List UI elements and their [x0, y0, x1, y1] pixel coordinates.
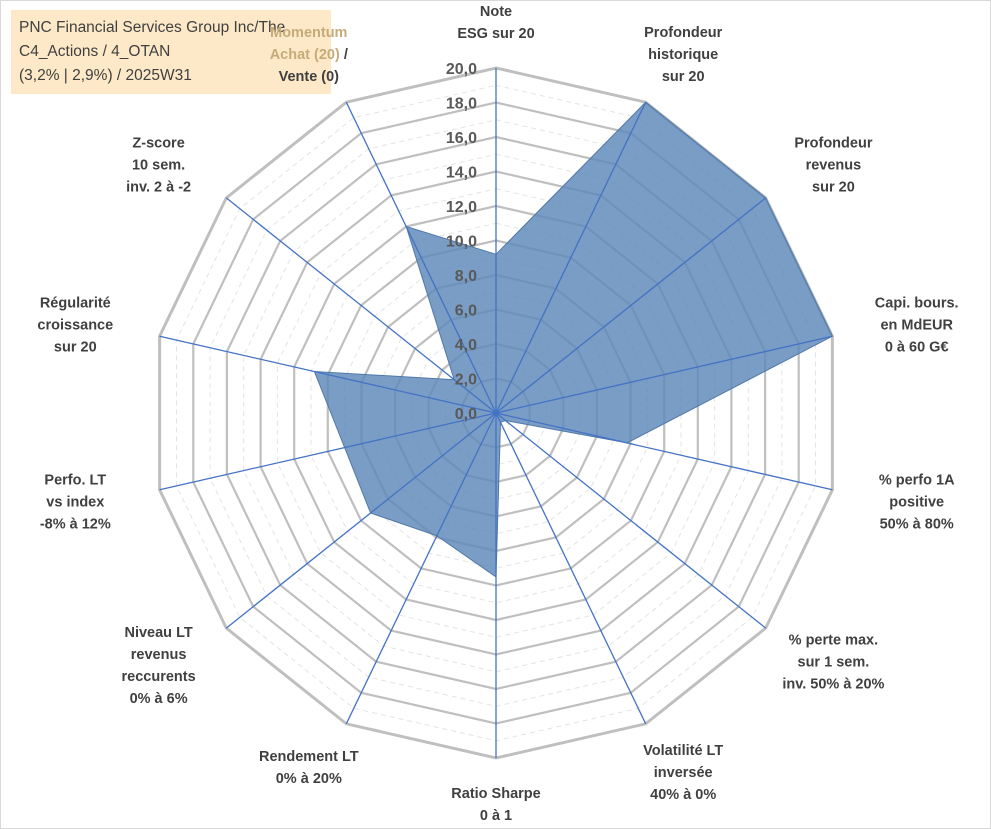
- category-label-line: Ratio Sharpe: [451, 786, 540, 802]
- category-label-line: vs index: [46, 495, 104, 511]
- category-label: Momentum Achat (20) / Vente (0): [270, 25, 348, 85]
- axis-spoke: [159, 412, 497, 491]
- category-label-line: % perte max.: [789, 633, 878, 649]
- category-label: Capi. bours. en MdEUR 0 à 60 G€: [875, 295, 959, 355]
- category-label: Profondeur revenus sur 20: [794, 136, 872, 196]
- axis-spoke: [495, 101, 647, 414]
- category-label: Profondeur historique sur 20: [644, 25, 722, 85]
- category-label-line: Profondeur: [794, 136, 872, 152]
- category-label-rest: /: [340, 47, 348, 63]
- radar-spokes: [159, 68, 833, 758]
- title-line-3: (3,2% | 2,9%) / 2025W31: [19, 67, 192, 84]
- tick-label: 16,0: [446, 130, 477, 147]
- category-label-line: 0 à 1: [480, 808, 512, 824]
- category-label-line: en MdEUR: [880, 317, 953, 333]
- grid-ring-minor: [276, 188, 716, 638]
- category-label-line: Z-score: [132, 136, 184, 152]
- category-label: Z-score 10 sem. inv. 2 à -2: [126, 136, 191, 196]
- tick-label: 18,0: [446, 96, 477, 113]
- category-label-highlight: Achat (20): [270, 47, 340, 63]
- series-area-polygon: [313, 101, 834, 578]
- category-label-line: -8% à 12%: [40, 517, 111, 533]
- category-label-line: Perfo. LT: [44, 473, 106, 489]
- title-line-1: PNC Financial Services Group Inc/The: [19, 19, 286, 36]
- category-label: % perfo 1A positive 50% à 80%: [879, 473, 955, 533]
- tick-label: 20,0: [446, 61, 477, 78]
- category-label-line: sur 1 sem.: [798, 655, 870, 671]
- radar-series-area: [313, 101, 834, 578]
- category-label: Note ESG sur 20: [457, 4, 534, 42]
- category-label-line: inversée: [654, 765, 713, 781]
- category-label-line: revenus: [131, 647, 187, 663]
- grid-ring-minor: [310, 222, 682, 604]
- tick-label: 8,0: [455, 268, 477, 285]
- axis-spoke: [495, 335, 833, 414]
- tick-label: 14,0: [446, 165, 477, 182]
- axis-spoke: [225, 197, 497, 414]
- category-label-line: inv. 2 à -2: [126, 180, 191, 196]
- category-label-line: Régularité: [40, 295, 111, 311]
- category-label-line: 0% à 6%: [130, 691, 188, 707]
- axis-spoke: [495, 197, 767, 414]
- category-label-line: 50% à 80%: [880, 517, 954, 533]
- category-label: Ratio Sharpe 0 à 1: [451, 786, 540, 824]
- category-label-line: reccurents: [122, 669, 196, 685]
- category-label: Régularité croissance sur 20: [37, 295, 113, 355]
- category-label: Rendement LT 0% à 20%: [259, 749, 359, 787]
- category-label-line: % perfo 1A: [879, 473, 955, 489]
- category-label-line: historique: [648, 47, 718, 63]
- category-label: Perfo. LT vs index -8% à 12%: [40, 473, 111, 533]
- category-label-line: ESG sur 20: [457, 26, 534, 42]
- category-label-line: 40% à 0%: [650, 787, 716, 803]
- category-label-line: 10 sem.: [132, 158, 185, 174]
- axis-spoke: [345, 412, 497, 725]
- tick-label: 0,0: [455, 406, 477, 423]
- category-label-line: Momentum: [270, 25, 347, 41]
- category-label-line: sur 20: [662, 69, 705, 85]
- category-label-line: Achat (20) /: [270, 47, 348, 63]
- title-line-2: C4_Actions / 4_OTAN: [19, 43, 171, 60]
- category-label-line: sur 20: [54, 339, 97, 355]
- category-label-line: 0 à 60 G€: [885, 339, 949, 355]
- category-label: Volatilité LT inversée 40% à 0%: [643, 743, 723, 803]
- category-label-highlight: Momentum: [270, 25, 347, 41]
- axis-spoke: [495, 412, 833, 491]
- category-label-line: croissance: [37, 317, 113, 333]
- tick-label: 6,0: [455, 303, 477, 320]
- category-label-line: revenus: [806, 158, 862, 174]
- axis-spoke: [345, 101, 497, 414]
- tick-label: 10,0: [446, 234, 477, 251]
- category-label-line: Profondeur: [644, 25, 722, 41]
- axis-spoke: [225, 412, 497, 629]
- category-label: % perte max. sur 1 sem. inv. 50% à 20%: [782, 633, 884, 693]
- axis-spoke: [495, 412, 767, 629]
- category-label-line: Niveau LT: [124, 625, 192, 641]
- tick-label: 2,0: [455, 372, 477, 389]
- axis-spoke: [495, 412, 647, 725]
- grid-ring-minor: [243, 153, 749, 673]
- category-label: Niveau LT revenus reccurents 0% à 6%: [122, 625, 196, 707]
- tick-label: 4,0: [455, 337, 477, 354]
- category-labels: Note ESG sur 20 Profondeur historique sur 20…: [37, 4, 958, 824]
- tick-label: 12,0: [446, 199, 477, 216]
- category-label-line: Rendement LT: [259, 749, 359, 765]
- category-label-line: 0% à 20%: [276, 771, 342, 787]
- category-label-line: sur 20: [812, 180, 855, 196]
- category-label-line: Note: [480, 4, 512, 20]
- chart-title-box: PNC Financial Services Group Inc/The C4_…: [11, 10, 331, 94]
- category-label-line: Vente (0): [279, 69, 340, 85]
- axis-spoke: [159, 335, 497, 414]
- category-label-line: inv. 50% à 20%: [782, 677, 884, 693]
- category-label-line: Capi. bours.: [875, 295, 959, 311]
- radial-tick-labels: 0,0 2,0 4,0 6,0 8,0 10,0 12,0 14,0 16,0 18,0 20,0: [446, 61, 477, 423]
- category-label-line: positive: [889, 495, 944, 511]
- category-label-line: Volatilité LT: [643, 743, 723, 759]
